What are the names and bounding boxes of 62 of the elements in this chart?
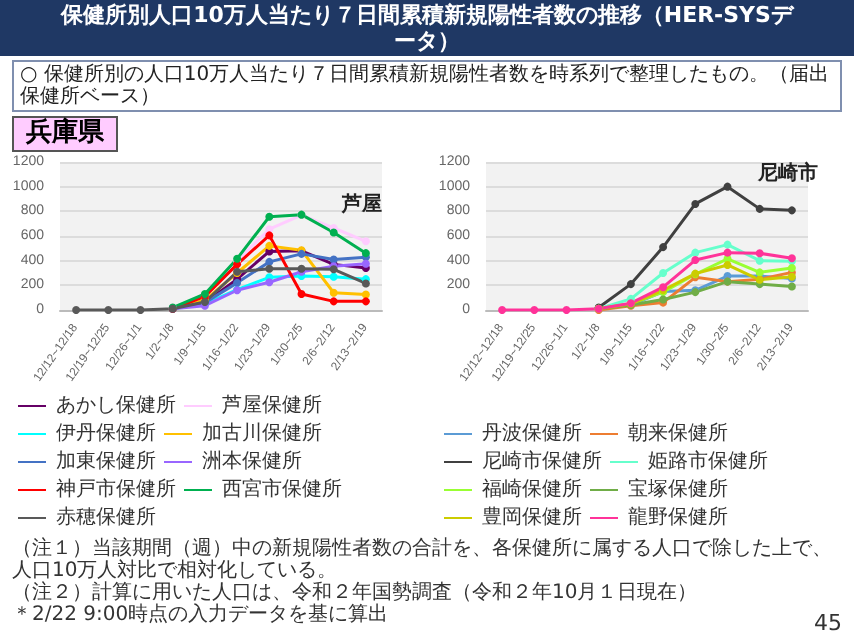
point — [626, 280, 635, 289]
annotation: 芦屋 — [339, 192, 382, 217]
annotation: 尼崎市 — [755, 161, 818, 186]
point — [530, 306, 539, 314]
point — [361, 259, 370, 268]
legend-label: 赤穂保健所 — [56, 505, 156, 529]
legend-label: 西宮市保健所 — [222, 477, 342, 501]
text: （注１）当該期間（週）中の新規陽性者数の合計を、各保健所に属する人口で除した上で、人口10万人対比で相対化している。 — [12, 538, 832, 582]
point — [498, 306, 507, 314]
point — [723, 248, 732, 257]
text: 保健所別人口10万人当たり７日間累積新規陽性者数の推移（HER-SYSデータ） — [0, 0, 854, 56]
point — [136, 306, 145, 314]
point — [329, 228, 338, 237]
point — [361, 237, 370, 246]
point — [297, 289, 306, 298]
point — [104, 306, 113, 314]
point — [265, 264, 274, 273]
legend-label: 神戸市保健所 — [56, 477, 176, 501]
point — [691, 256, 700, 265]
legend-label: 姫路市保健所 — [648, 449, 768, 473]
point — [265, 241, 274, 250]
point — [265, 278, 274, 287]
point — [72, 306, 81, 314]
point — [787, 282, 796, 291]
legend-label: 洲本保健所 — [202, 449, 302, 473]
text: （注２）計算に用いた人口は、令和２年国勢調査（令和２年10月１日現在） — [12, 582, 698, 604]
point — [265, 212, 274, 221]
point — [787, 206, 796, 215]
point — [723, 260, 732, 269]
point — [329, 288, 338, 297]
text: ○ 保健所別の人口10万人当たり７日間累積新規陽性者数を時系列で整理したもの。（届出保健所ベース） — [12, 60, 842, 112]
point — [361, 297, 370, 306]
legend-label: 芦屋保健所 — [222, 393, 322, 417]
legend-label: 龍野保健所 — [628, 505, 728, 529]
point — [755, 249, 764, 258]
text: 兵庫県 — [12, 116, 118, 152]
legend-label: 加古川保健所 — [202, 421, 322, 445]
point — [691, 199, 700, 208]
legend-label: 尼崎市保健所 — [482, 449, 602, 473]
point — [659, 243, 668, 252]
legend-label: 宝塚保健所 — [628, 477, 728, 501]
legend-label: 加東保健所 — [56, 449, 156, 473]
point — [265, 231, 274, 240]
point — [723, 240, 732, 249]
point — [329, 297, 338, 306]
point — [562, 306, 571, 314]
legend-label: 豊岡保健所 — [482, 505, 582, 529]
text: 45 — [814, 610, 842, 636]
point — [723, 182, 732, 191]
point — [755, 256, 764, 265]
legend-label: 福崎保健所 — [482, 477, 582, 501]
point — [691, 248, 700, 257]
legend-label: あかし保健所 — [56, 393, 176, 417]
point — [659, 269, 668, 277]
point — [329, 272, 338, 281]
legend-label: 朝来保健所 — [628, 421, 728, 445]
legend-label: 伊丹保健所 — [56, 421, 156, 445]
point — [755, 204, 764, 213]
text: ＊2/22 9:00時点の入力データを基に算出 — [12, 604, 389, 626]
point — [361, 290, 370, 299]
point — [265, 257, 274, 266]
legend-label: 丹波保健所 — [482, 421, 582, 445]
